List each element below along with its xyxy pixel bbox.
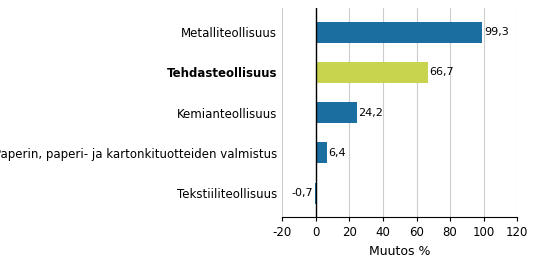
Text: 66,7: 66,7 <box>430 67 454 77</box>
X-axis label: Muutos %: Muutos % <box>369 245 431 258</box>
Bar <box>316 22 482 43</box>
Text: 6,4: 6,4 <box>329 148 346 158</box>
Text: 99,3: 99,3 <box>484 27 509 37</box>
Bar <box>316 62 427 83</box>
Text: -0,7: -0,7 <box>291 188 313 198</box>
Bar <box>316 142 327 163</box>
Bar <box>316 102 357 123</box>
Text: 24,2: 24,2 <box>359 108 383 118</box>
Bar <box>315 183 316 204</box>
